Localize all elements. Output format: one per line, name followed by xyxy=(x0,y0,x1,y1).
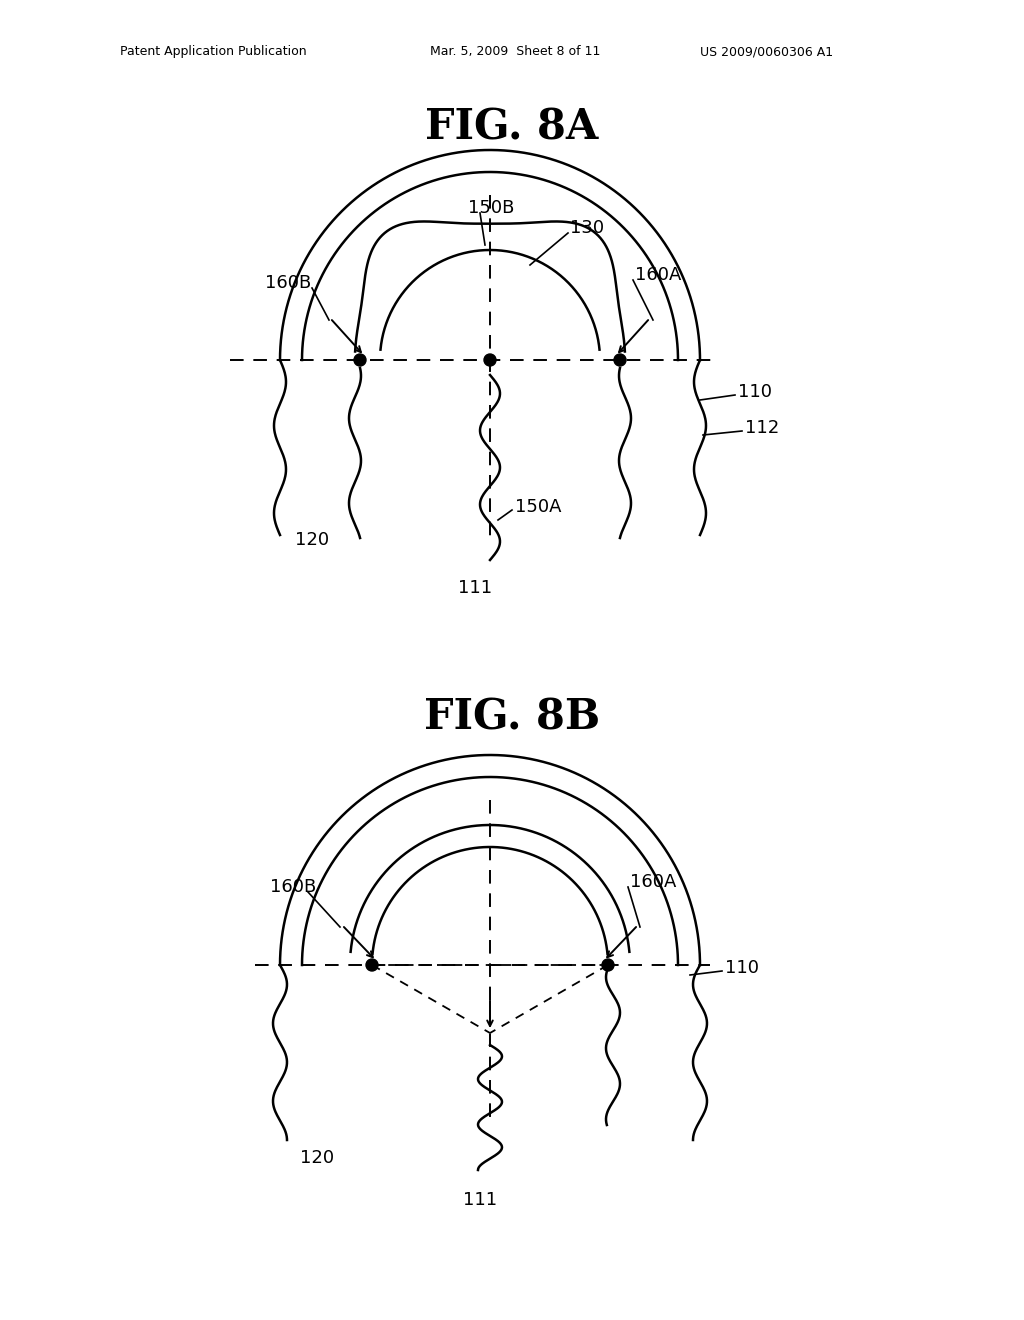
Text: US 2009/0060306 A1: US 2009/0060306 A1 xyxy=(700,45,834,58)
Text: 150A: 150A xyxy=(515,498,561,516)
Text: 160A: 160A xyxy=(630,873,677,891)
Text: 160A: 160A xyxy=(635,267,681,284)
Circle shape xyxy=(602,960,614,972)
Text: 120: 120 xyxy=(295,531,329,549)
Circle shape xyxy=(484,354,496,366)
Text: 111: 111 xyxy=(463,1191,497,1209)
Text: 150B: 150B xyxy=(468,199,514,216)
Text: Mar. 5, 2009  Sheet 8 of 11: Mar. 5, 2009 Sheet 8 of 11 xyxy=(430,45,600,58)
Text: 112: 112 xyxy=(745,418,779,437)
Text: 120: 120 xyxy=(300,1148,334,1167)
Circle shape xyxy=(614,354,626,366)
Text: 160B: 160B xyxy=(265,275,311,292)
Text: Patent Application Publication: Patent Application Publication xyxy=(120,45,306,58)
Text: FIG. 8B: FIG. 8B xyxy=(424,697,600,739)
Text: 111: 111 xyxy=(458,579,493,597)
Circle shape xyxy=(354,354,366,366)
Text: 110: 110 xyxy=(725,960,759,977)
Circle shape xyxy=(366,960,378,972)
Text: FIG. 8A: FIG. 8A xyxy=(425,107,599,149)
Text: 160B: 160B xyxy=(270,878,316,896)
Text: 110: 110 xyxy=(738,383,772,401)
Text: 130: 130 xyxy=(570,219,604,238)
